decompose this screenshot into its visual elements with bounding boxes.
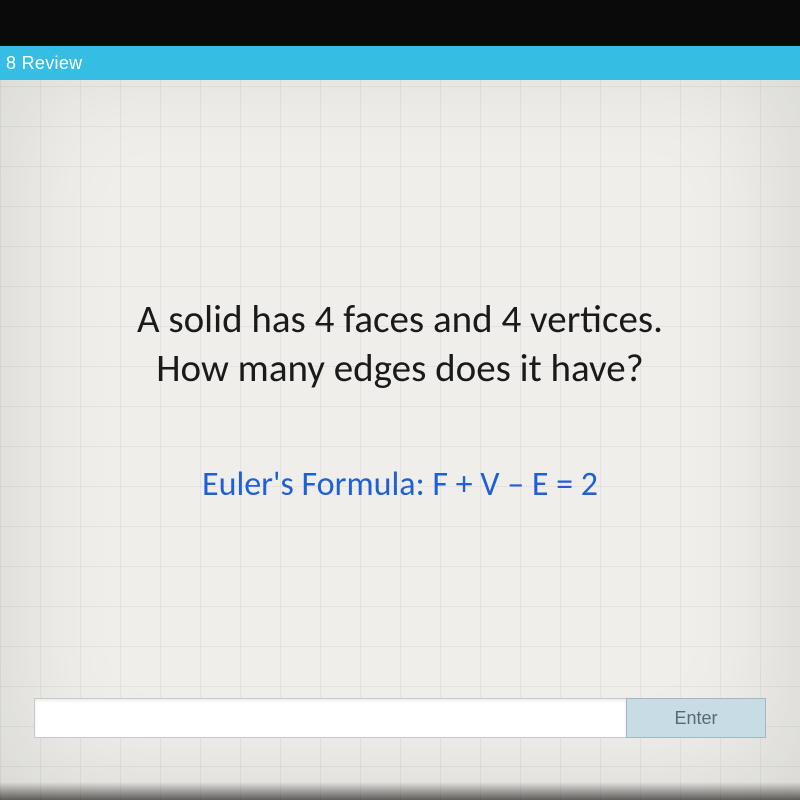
enter-button[interactable]: Enter [626,698,766,738]
screen-area: 8 Review A solid has 4 faces and 4 verti… [0,46,800,800]
question-line-2: How many edges does it have? [156,345,643,392]
question-line-1: A solid has 4 faces and 4 vertices. [137,296,663,343]
outer-frame: 8 Review A solid has 4 faces and 4 verti… [0,0,800,800]
content-area: A solid has 4 faces and 4 vertices. How … [0,296,800,505]
question-text: A solid has 4 faces and 4 vertices. How … [40,296,760,394]
monitor-top-bezel [0,0,800,46]
header-bar: 8 Review [0,46,800,80]
euler-formula: Euler's Formula: F + V – E = 2 [0,464,800,505]
answer-row: Enter [34,698,766,738]
answer-input[interactable] [34,698,626,738]
header-title: 8 Review [6,53,82,73]
bottom-shadow [0,782,800,800]
